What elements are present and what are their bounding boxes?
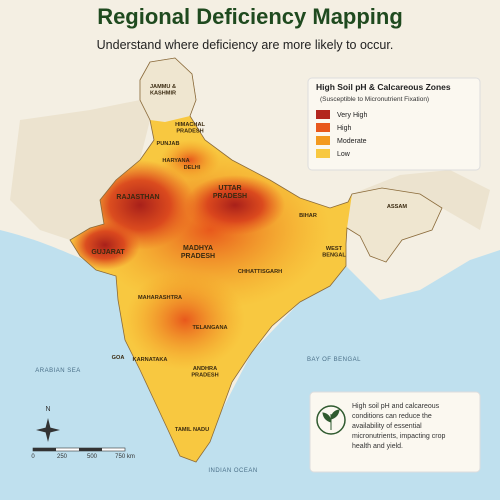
region-label: PRADESH [191, 373, 218, 379]
subtitle: Understand where deficiency are more lik… [97, 38, 394, 52]
scale-label: 250 [57, 454, 68, 460]
region-label: BENGAL [322, 253, 346, 259]
region-label: HIMACHAL [175, 122, 205, 128]
legend-title: High Soil pH & Calcareous Zones [316, 82, 451, 92]
region-label: DELHI [184, 165, 201, 171]
plant-icon [322, 409, 340, 430]
legend-swatch [316, 123, 330, 132]
legend: High Soil pH & Calcareous Zones (Suscept… [307, 77, 481, 171]
scale-label: 500 [87, 454, 98, 460]
sea-label: INDIAN OCEAN [208, 468, 257, 474]
legend-label: Low [337, 151, 351, 158]
legend-swatch [316, 149, 330, 158]
neighbour-land [10, 100, 150, 240]
compass-label: N [45, 406, 50, 413]
region-label: MADHYA [183, 245, 213, 252]
region-label: PRADESH [181, 253, 215, 260]
region-label: MAHARASHTRA [138, 295, 182, 301]
compass: N [36, 406, 60, 442]
region-label: PRADESH [213, 193, 247, 200]
plant-icon [316, 405, 346, 435]
note-box [309, 391, 481, 473]
scale-label: 750 km [115, 454, 135, 460]
legend-subtitle: (Susceptible to Micronutrient Fixation) [320, 96, 429, 103]
region-label: JAMMU & [150, 84, 176, 90]
region-label: TAMIL NADU [175, 427, 209, 433]
scale-bar: 0 250 500 750 km [31, 447, 135, 460]
region-label: ASSAM [387, 204, 408, 210]
region-label: ANDHRA [193, 366, 217, 372]
region-label: WEST [326, 246, 343, 252]
region-label: PRADESH [176, 129, 203, 135]
sea-label: ARABIAN SEA [35, 368, 81, 374]
region-label: KASHMIR [150, 91, 176, 97]
region-label: UTTAR [218, 185, 241, 192]
legend-box [307, 77, 481, 171]
region-label: GOA [112, 355, 125, 361]
legend-label: Moderate [337, 138, 367, 145]
region-label: HARYANA [162, 158, 189, 164]
legend-swatch [316, 136, 330, 145]
note-text: High soil pH and calcareous conditions ca… [352, 403, 445, 450]
region-label: KARNATAKA [133, 357, 168, 363]
note: High soil pH and calcareous conditions ca… [309, 391, 481, 473]
sea-label: BAY OF BENGAL [307, 357, 361, 363]
legend-swatch [316, 110, 330, 119]
region-label: RAJASTHAN [116, 194, 159, 201]
region-label: BIHAR [299, 213, 317, 219]
legend-label: Very High [337, 112, 367, 119]
region-label: GUJARAT [91, 249, 125, 256]
title: Regional Deficiency Mapping [97, 4, 403, 29]
scale-label: 0 [31, 454, 35, 460]
compass-rose [36, 418, 60, 442]
region-label: TELANGANA [192, 325, 227, 331]
region-label: CHHATTISGARH [238, 269, 282, 275]
legend-label: High [337, 125, 352, 132]
region-label: PUNJAB [156, 141, 179, 147]
